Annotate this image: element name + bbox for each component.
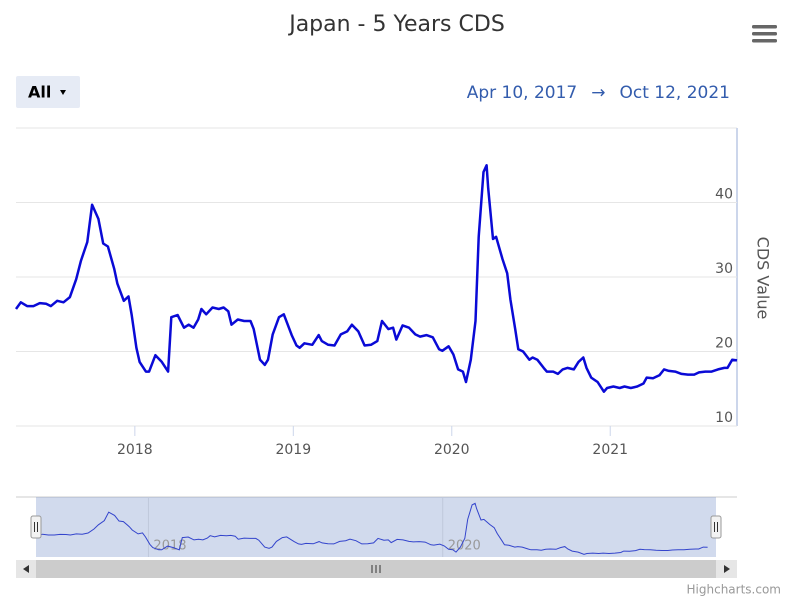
y-tick-label: 40 <box>715 187 733 203</box>
navigator-handle[interactable] <box>710 515 722 539</box>
y-axis-title: CDS Value <box>754 237 773 320</box>
chart-title: Japan - 5 Years CDS <box>287 12 505 37</box>
y-tick-label: 10 <box>715 410 733 426</box>
navigator-handle-grip <box>714 522 718 532</box>
scrollbar-grip <box>371 565 381 573</box>
navigator-line <box>37 502 708 555</box>
date-from[interactable]: Apr 10, 2017 <box>467 83 578 103</box>
data-line <box>14 164 738 393</box>
x-tick-label: 2018 <box>117 442 153 458</box>
x-tick-label: 2019 <box>275 442 311 458</box>
menu-icon[interactable] <box>752 25 777 43</box>
scroll-right-arrow <box>724 565 730 573</box>
date-arrow: → <box>591 83 605 103</box>
credit[interactable]: Highcharts.com <box>687 583 781 597</box>
navigator-tick-label: 2020 <box>448 539 481 554</box>
date-to[interactable]: Oct 12, 2021 <box>620 83 731 103</box>
y-tick-label: 20 <box>715 336 733 352</box>
range-button[interactable]: All <box>16 76 80 108</box>
navigator-selection[interactable] <box>36 497 716 557</box>
x-tick-label: 2020 <box>434 442 470 458</box>
navigator-handle-grip <box>34 522 38 532</box>
scroll-left-arrow <box>23 565 29 573</box>
navigator-handle[interactable] <box>30 515 42 539</box>
range-button-label[interactable]: All <box>28 83 51 102</box>
x-tick-label: 2021 <box>592 442 628 458</box>
y-tick-label: 30 <box>715 261 733 277</box>
date-range: Apr 10, 2017 → Oct 12, 2021 <box>467 83 730 103</box>
